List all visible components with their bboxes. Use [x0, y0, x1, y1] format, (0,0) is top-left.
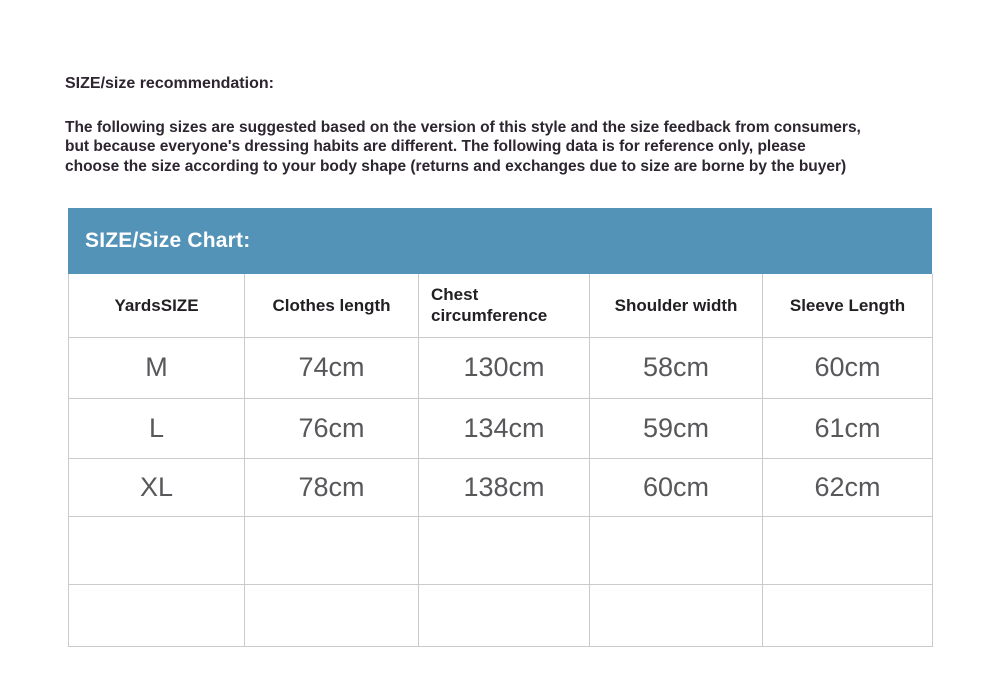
cell-empty [418, 515, 590, 585]
size-recommendation-text: The following sizes are suggested based … [65, 119, 861, 175]
table-row-empty [68, 515, 933, 585]
cell-chest-circumference: 130cm [418, 336, 590, 399]
cell-sleeve-length: 60cm [762, 336, 933, 399]
cell-size-label: L [68, 397, 245, 459]
table-row-size-m: M 74cm 130cm 58cm 60cm [68, 336, 933, 399]
column-header-clothes-length: Clothes length [244, 274, 419, 338]
cell-empty [589, 515, 763, 585]
cell-chest-circumference: 138cm [418, 457, 590, 517]
cell-shoulder-width: 58cm [589, 336, 763, 399]
table-header-row: YardsSIZE Clothes length Chest circumfer… [68, 274, 933, 338]
cell-empty [762, 583, 933, 647]
table-row-size-l: L 76cm 134cm 59cm 61cm [68, 397, 933, 459]
cell-chest-circumference: 134cm [418, 397, 590, 459]
cell-shoulder-width: 59cm [589, 397, 763, 459]
table-row-size-xl: XL 78cm 138cm 60cm 62cm [68, 457, 933, 517]
cell-size-label: XL [68, 457, 245, 517]
size-recommendation-heading: SIZE/size recommendation: [65, 75, 274, 92]
cell-empty [418, 583, 590, 647]
cell-shoulder-width: 60cm [589, 457, 763, 517]
column-header-yards-size: YardsSIZE [68, 274, 245, 338]
cell-clothes-length: 74cm [244, 336, 419, 399]
cell-empty [589, 583, 763, 647]
cell-sleeve-length: 61cm [762, 397, 933, 459]
table-row-empty [68, 583, 933, 647]
cell-clothes-length: 76cm [244, 397, 419, 459]
size-chart-title-bar: SIZE/Size Chart: [68, 208, 932, 274]
cell-size-label: M [68, 336, 245, 399]
column-header-sleeve-length: Sleeve Length [762, 274, 933, 338]
size-chart-title: SIZE/Size Chart: [85, 229, 251, 252]
cell-empty [68, 583, 245, 647]
column-header-shoulder-width: Shoulder width [589, 274, 763, 338]
cell-empty [244, 515, 419, 585]
cell-sleeve-length: 62cm [762, 457, 933, 517]
cell-empty [762, 515, 933, 585]
cell-empty [244, 583, 419, 647]
size-chart-table: YardsSIZE Clothes length Chest circumfer… [68, 274, 933, 647]
column-header-chest-circumference: Chest circumference [418, 274, 590, 338]
cell-clothes-length: 78cm [244, 457, 419, 517]
cell-empty [68, 515, 245, 585]
